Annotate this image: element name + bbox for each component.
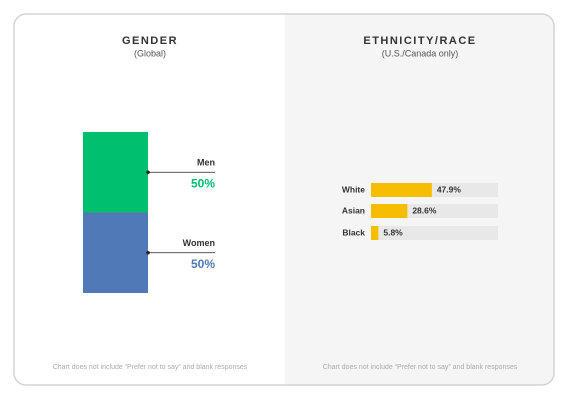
value-label: 50% [191, 257, 215, 271]
bar [371, 204, 408, 218]
value-label: 50% [191, 176, 215, 190]
value-label: 47.9% [437, 184, 462, 194]
chart-title: GENDER [122, 35, 178, 47]
value-label: 28.6% [412, 205, 437, 215]
chart-subtitle: (U.S./Canada only) [382, 48, 459, 58]
bar-segment [83, 132, 148, 213]
chart-title: ETHNICITY/RACE [363, 35, 476, 47]
segment-name: Men [197, 158, 215, 168]
footnote: Chart does not include “Prefer not to sa… [323, 364, 518, 371]
category-label: Asian [342, 205, 365, 215]
right-panel [285, 14, 554, 385]
leader-dot [146, 170, 150, 175]
leader-dot [146, 250, 150, 255]
category-label: White [342, 184, 365, 194]
footnote: Chart does not include “Prefer not to sa… [53, 364, 248, 371]
bar-segment [83, 212, 148, 293]
value-label: 5.8% [383, 227, 403, 237]
bar [371, 183, 432, 197]
left-panel [14, 14, 285, 385]
bar-track [371, 226, 498, 240]
card-bg [14, 14, 554, 385]
bar [371, 226, 379, 240]
segment-name: Women [183, 238, 215, 248]
category-label: Black [342, 227, 365, 237]
card-border [13, 13, 555, 386]
chart-subtitle: (Global) [134, 48, 166, 58]
